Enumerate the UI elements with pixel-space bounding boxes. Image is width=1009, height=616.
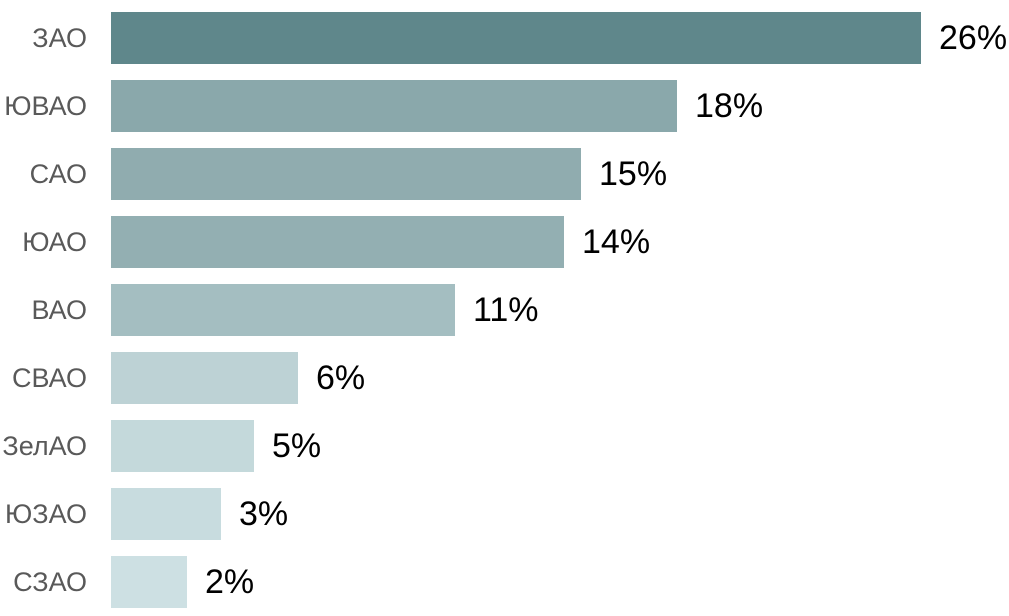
- value-label: 5%: [272, 427, 322, 465]
- category-label: САО: [29, 158, 87, 189]
- category-label: ЗАО: [32, 22, 87, 53]
- bar: [111, 12, 921, 64]
- chart-row: САО 15%: [0, 140, 1009, 208]
- bar-area: 3%: [111, 480, 1009, 548]
- category-label: СЗАО: [13, 566, 87, 597]
- category-label: ЮВАО: [4, 90, 87, 121]
- chart-row: ЗелАО 5%: [0, 412, 1009, 480]
- chart-row: ЮЗАО 3%: [0, 480, 1009, 548]
- bar: [111, 80, 677, 132]
- bar-area: 26%: [111, 4, 1009, 72]
- bar: [111, 148, 581, 200]
- bar: [111, 488, 221, 540]
- bar-area: 15%: [111, 140, 1009, 208]
- bar: [111, 216, 564, 268]
- value-label: 11%: [473, 291, 539, 329]
- bar: [111, 420, 254, 472]
- value-label: 3%: [239, 495, 289, 533]
- bar: [111, 556, 187, 608]
- bar-area: 11%: [111, 276, 1009, 344]
- value-label: 15%: [599, 155, 668, 193]
- value-label: 2%: [205, 563, 255, 601]
- chart-row: ЮАО 14%: [0, 208, 1009, 276]
- chart-row: ЮВАО 18%: [0, 72, 1009, 140]
- value-label: 14%: [582, 223, 651, 261]
- bar-area: 14%: [111, 208, 1009, 276]
- category-label: ЮАО: [22, 226, 87, 257]
- value-label: 6%: [316, 359, 366, 397]
- category-label: ЗелАО: [2, 430, 87, 461]
- chart-row: ВАО 11%: [0, 276, 1009, 344]
- bar-area: 6%: [111, 344, 1009, 412]
- category-label: ЮЗАО: [4, 498, 87, 529]
- bar-area: 2%: [111, 548, 1009, 616]
- bar: [111, 284, 455, 336]
- bar-area: 5%: [111, 412, 1009, 480]
- chart-row: СЗАО 2%: [0, 548, 1009, 616]
- chart-row: СВАО 6%: [0, 344, 1009, 412]
- bar: [111, 352, 298, 404]
- value-label: 26%: [939, 19, 1008, 57]
- category-label: СВАО: [11, 362, 87, 393]
- chart-row: ЗАО 26%: [0, 4, 1009, 72]
- value-label: 18%: [695, 87, 764, 125]
- category-label: ВАО: [31, 294, 87, 325]
- bar-area: 18%: [111, 72, 1009, 140]
